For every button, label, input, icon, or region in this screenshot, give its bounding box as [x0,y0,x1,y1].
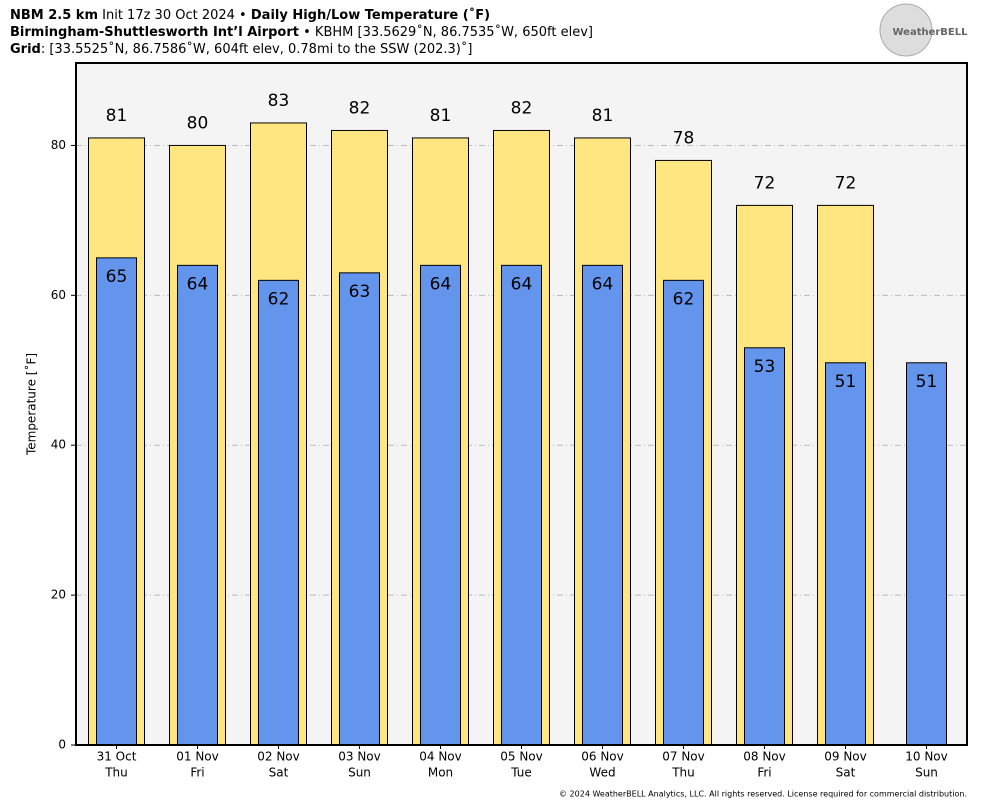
x-tick-sublabel: Sat [836,766,856,780]
high-label: 83 [268,91,290,111]
header-line-1: NBM 2.5 km Init 17z 30 Oct 2024 • Daily … [10,7,490,23]
low-bar [177,264,218,746]
logo: WeatherBELL [879,3,968,57]
x-tick-label: 31 Oct [97,750,137,764]
high-label: 72 [835,173,857,193]
grid-label: Grid [10,42,41,57]
x-tick-label: 05 Nov [500,750,543,764]
low-label: 63 [349,282,371,302]
low-label: 62 [673,289,695,309]
init: Init 17z 30 Oct 2024 • [102,8,247,23]
low-label: 65 [106,267,128,287]
low-label: 64 [511,274,533,294]
grid-info: : [33.5525˚N, 86.7586˚W, 604ft elev, 0.7… [41,41,473,57]
high-label: 80 [187,113,209,133]
low-label: 64 [592,274,614,294]
y-tick-label: 60 [51,288,66,302]
x-tick-sublabel: Thu [671,766,695,780]
x-tick-label: 06 Nov [581,750,624,764]
high-label: 81 [430,106,452,126]
low-bar [825,362,866,746]
x-tick-sublabel: Thu [104,766,128,780]
high-label: 81 [592,106,614,126]
y-axis-label: Temperature [˚F] [24,353,39,456]
low-bar [420,264,461,746]
logo-circle [879,3,933,57]
x-tick-label: 02 Nov [257,750,300,764]
x-tick-sublabel: Tue [510,766,532,780]
title: NBM 2.5 km [10,8,98,23]
y-tick-label: 40 [51,438,66,452]
low-label: 53 [754,357,776,377]
x-tick-sublabel: Sun [348,766,371,780]
low-label: 51 [916,372,938,392]
low-bar [744,347,785,746]
footer: © 2024 WeatherBELL Analytics, LLC. All r… [559,790,967,799]
header-line-3: Grid: [33.5525˚N, 86.7586˚W, 604ft elev,… [10,41,472,57]
x-tick-label: 07 Nov [662,750,705,764]
station: Birmingham-Shuttlesworth Int’l Airport [10,25,299,40]
subtitle: Daily High/Low Temperature (˚F) [251,7,490,23]
x-tick-sublabel: Fri [190,766,204,780]
x-tick-sublabel: Sat [269,766,289,780]
low-bar [339,272,380,746]
y-tick-label: 80 [51,138,66,152]
low-bar [906,362,947,746]
x-tick-sublabel: Wed [589,766,615,780]
x-tick-sublabel: Sun [915,766,938,780]
low-bar [96,257,137,746]
high-label: 82 [511,98,533,118]
x-tick-label: 03 Nov [338,750,381,764]
station-info: • KBHM [33.5629˚N, 86.7535˚W, 650ft elev… [303,24,593,40]
low-label: 64 [430,274,452,294]
y-tick-label: 20 [51,588,66,602]
x-tick-label: 04 Nov [419,750,462,764]
high-label: 82 [349,98,371,118]
x-tick-sublabel: Fri [757,766,771,780]
high-label: 78 [673,128,695,148]
low-bar [582,264,623,746]
high-label: 72 [754,173,776,193]
logo-text: WeatherBELL [892,27,968,38]
low-bar [501,264,542,746]
x-tick-sublabel: Mon [428,766,453,780]
low-label: 64 [187,274,209,294]
high-label: 81 [106,106,128,126]
low-bar [258,279,299,746]
x-tick-label: 01 Nov [176,750,219,764]
low-label: 62 [268,289,290,309]
y-tick-label: 0 [58,738,66,752]
x-tick-label: 10 Nov [905,750,948,764]
header-line-2: Birmingham-Shuttlesworth Int’l Airport •… [10,24,593,40]
x-tick-label: 08 Nov [743,750,786,764]
low-bar [663,279,704,746]
low-label: 51 [835,372,857,392]
x-tick-label: 09 Nov [824,750,867,764]
